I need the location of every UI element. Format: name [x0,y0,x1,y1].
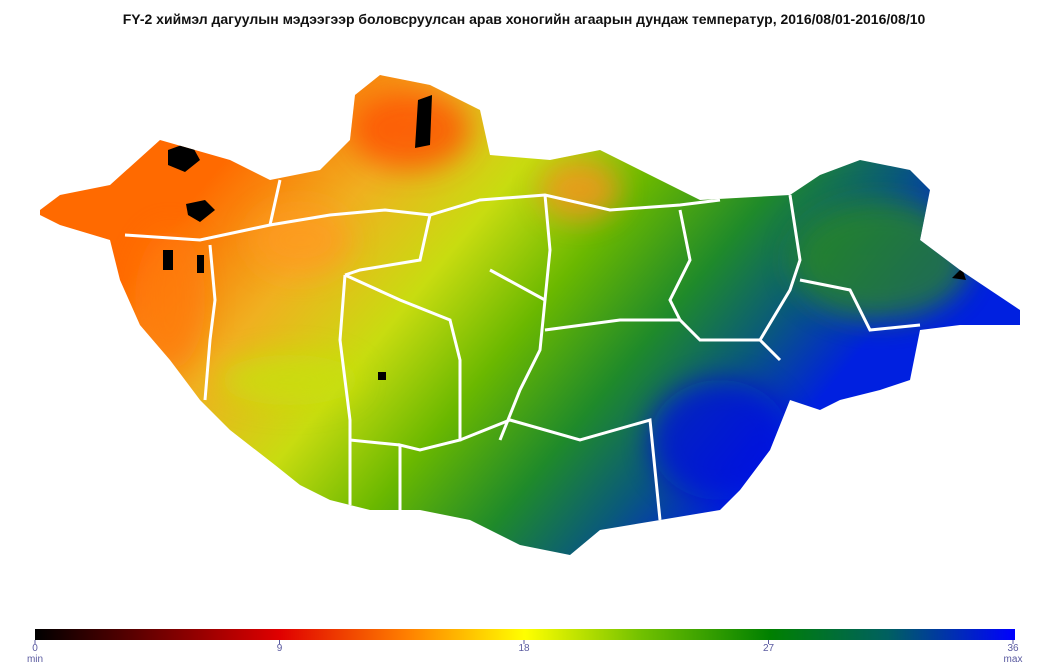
temperature-map [40,75,1020,555]
colorbar-min-label: min [27,654,43,665]
title: FY-2 хиймэл дагуулын мэдээгээр боловсруу… [123,11,926,27]
colorbar [35,629,1015,640]
colorbar-tick-label: 18 [518,643,530,654]
province-borders [124,179,921,521]
colorbar-tick-label: 27 [763,643,775,654]
colorbar-tick-label: 36 [1007,643,1019,654]
colorbar-tick-label: 9 [277,643,283,654]
colorbar-tick-label: 0 [32,643,38,654]
colorbar-max-label: max [1004,654,1023,665]
